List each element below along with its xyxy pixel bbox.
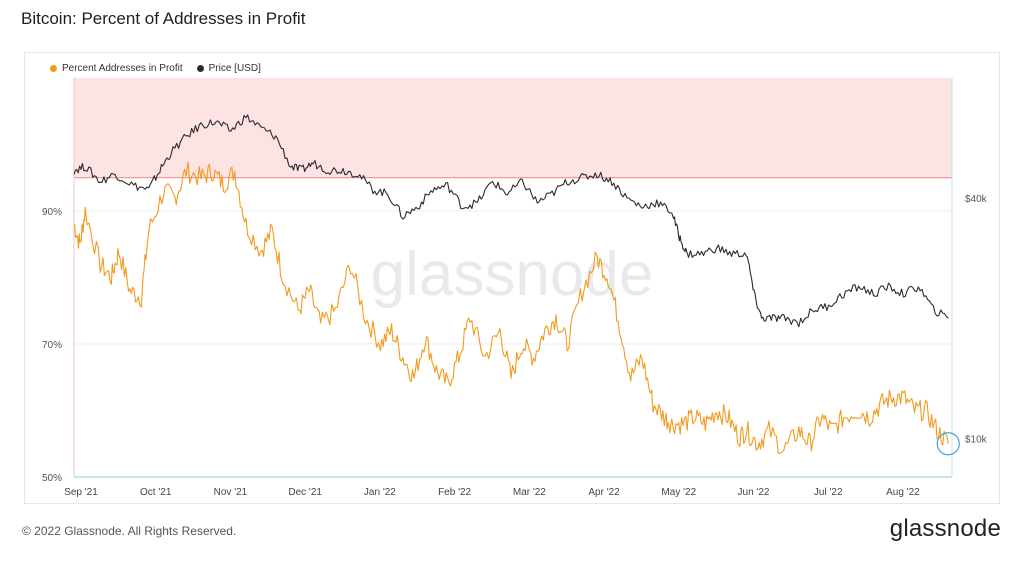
chart-title: Bitcoin: Percent of Addresses in Profit (21, 9, 306, 28)
x-tick-label: Aug '22 (886, 487, 920, 498)
x-tick-label: Jun '22 (738, 487, 770, 498)
y-left-tick-label: 70% (42, 340, 62, 351)
series-line-price (73, 114, 949, 328)
x-tick-label: Apr '22 (588, 487, 620, 498)
brand-logo: glassnode (889, 515, 1001, 542)
y-left-tick-label: 50% (42, 473, 62, 484)
x-tick-label: Mar '22 (513, 487, 546, 498)
x-tick-label: Feb '22 (438, 487, 471, 498)
x-tick-label: Oct '21 (140, 487, 172, 498)
legend-label-price: Price [USD] (208, 63, 261, 74)
chart-panel (24, 52, 1000, 504)
legend-item-profit[interactable]: Percent Addresses in Profit (50, 63, 183, 74)
x-tick-label: Jul '22 (814, 487, 843, 498)
highlight-circle (936, 432, 960, 456)
y-right-tick-label: $10k (965, 434, 988, 445)
y-left-tick-label: 90% (42, 207, 62, 218)
legend-label-profit: Percent Addresses in Profit (62, 63, 183, 74)
y-right-tick-label: $40k (965, 194, 988, 205)
copyright: © 2022 Glassnode. All Rights Reserved. (22, 524, 237, 538)
x-tick-label: Jan '22 (364, 487, 396, 498)
series-line-profit (73, 161, 949, 454)
threshold-band (74, 78, 952, 178)
x-tick-label: Nov '21 (214, 487, 248, 498)
legend-dot-price (196, 65, 204, 72)
legend-item-price[interactable]: Price [USD] (196, 63, 261, 74)
x-tick-label: May '22 (661, 487, 696, 498)
legend: Percent Addresses in Profit Price [USD] (50, 63, 261, 74)
x-tick-label: Dec '21 (288, 487, 322, 498)
watermark: glassnode (371, 240, 654, 309)
legend-dot-profit (50, 65, 57, 72)
x-tick-label: Sep '21 (64, 487, 98, 498)
